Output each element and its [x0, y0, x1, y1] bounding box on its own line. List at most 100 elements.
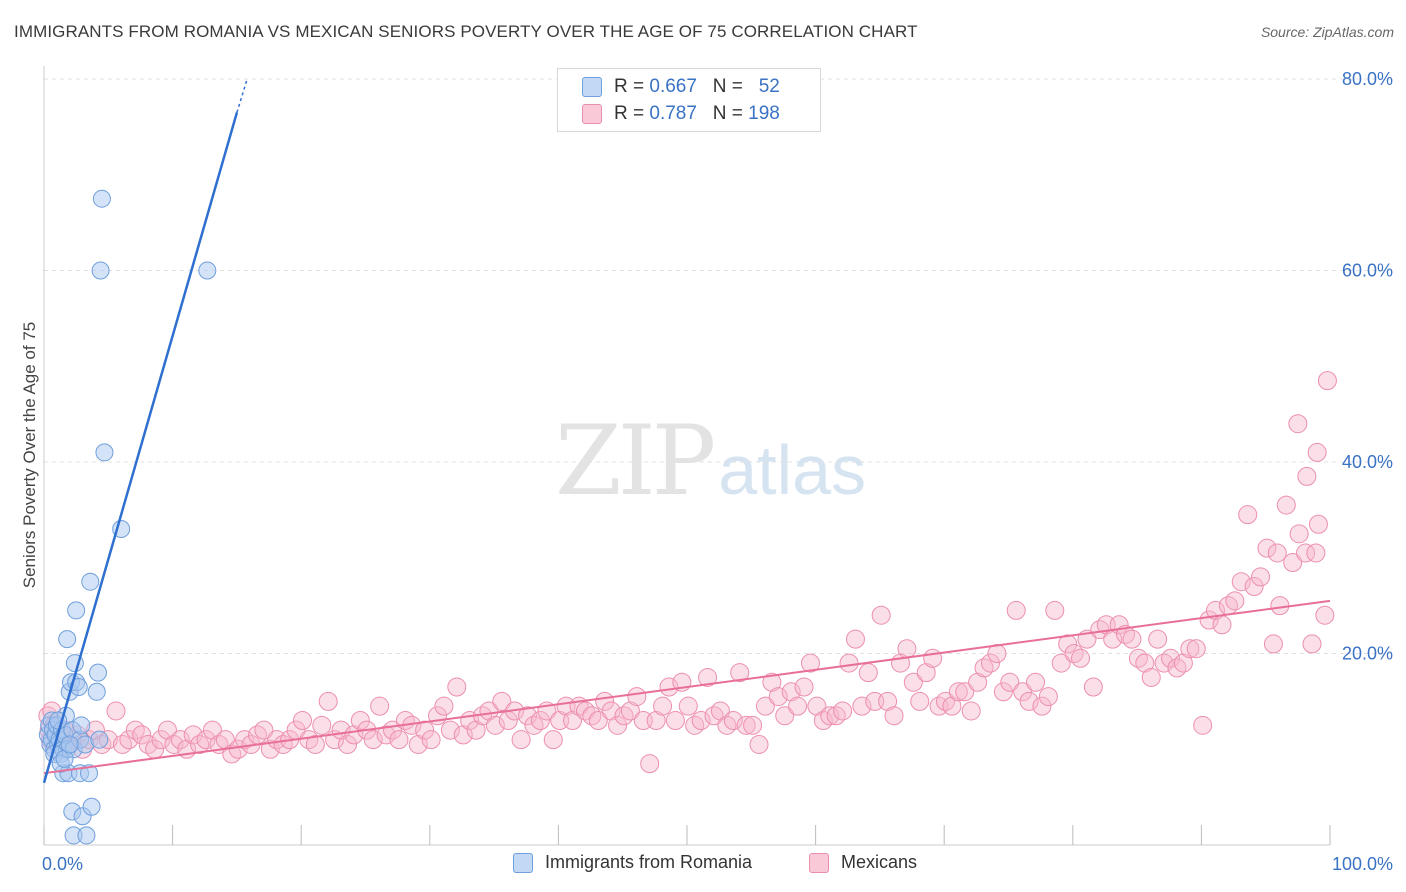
mexicans-point	[1244, 576, 1264, 596]
correlation-legend: R = 0.667 N = 52 R = 0.787 N = 198	[557, 68, 821, 132]
legend-n-label: N =	[712, 103, 743, 124]
mexicans-point	[743, 715, 763, 735]
trend-lines	[42, 78, 1331, 784]
romania-point	[77, 826, 96, 845]
mexicans-point	[292, 711, 312, 731]
mexicans-point	[601, 701, 621, 721]
romania-point	[60, 735, 79, 754]
mexicans-point	[608, 715, 628, 735]
mexicans-point	[698, 667, 718, 687]
romania-point	[58, 630, 77, 649]
mexicans-point	[1148, 629, 1168, 649]
y-tick-label: 20.0%	[1342, 644, 1393, 664]
mexicans-point	[151, 730, 171, 750]
mexicans-point	[775, 706, 795, 726]
series-legend: Immigrants from Romania Mexicans	[0, 852, 1406, 878]
mexicans-point	[839, 653, 859, 673]
mexicans-point	[305, 734, 325, 754]
mexicans-point	[530, 711, 550, 731]
romania-point	[81, 572, 100, 591]
mexicans-point	[755, 696, 775, 716]
mexicans-point	[820, 706, 840, 726]
grid-lines	[44, 78, 1392, 654]
mexicans-point	[1058, 634, 1078, 654]
mexicans-point	[260, 739, 280, 759]
mexicans-point	[1083, 677, 1103, 697]
mexicans-point	[948, 682, 968, 702]
legend-swatch-mexicans	[582, 104, 602, 124]
mexicans-point	[1315, 605, 1335, 625]
mexicans-point	[620, 701, 640, 721]
mexicans-point	[942, 696, 962, 716]
romania-point	[92, 189, 111, 208]
romania-point	[95, 443, 114, 462]
mexicans-point	[903, 672, 923, 692]
mexicans-point	[350, 711, 370, 731]
mexicans-point	[749, 734, 769, 754]
source-credit: Source: ZipAtlas.com	[1260, 24, 1394, 40]
mexicans-point	[640, 754, 660, 774]
y-tick-label: 40.0%	[1342, 452, 1393, 472]
mexicans-point	[1307, 442, 1327, 462]
mexicans-point	[518, 706, 538, 726]
mexicans-point	[479, 701, 499, 721]
mexicans-point	[1173, 653, 1193, 673]
mexicans-point	[485, 715, 505, 735]
mexicans-points	[38, 371, 1337, 774]
mexicans-point	[363, 730, 383, 750]
mexicans-point	[196, 730, 216, 750]
mexicans-point	[447, 677, 467, 697]
mexicans-point	[955, 682, 975, 702]
legend-item-mexicans[interactable]: Mexicans	[809, 852, 917, 873]
mexicans-point	[1297, 466, 1317, 486]
legend-swatch-mexicans	[809, 852, 829, 873]
romania-point	[69, 678, 88, 697]
romania-point	[91, 261, 110, 280]
mexicans-point	[980, 653, 1000, 673]
romania-point	[89, 663, 108, 682]
watermark-atlas: atlas	[718, 431, 867, 509]
legend-item-romania[interactable]: Immigrants from Romania	[513, 852, 752, 873]
mexicans-point	[1051, 653, 1071, 673]
mexicans-point	[710, 701, 730, 721]
mexicans-point	[389, 730, 409, 750]
mexicans-point	[736, 715, 756, 735]
mexicans-point	[132, 725, 152, 745]
mexicans-point	[1122, 629, 1142, 649]
mexicans-point	[858, 663, 878, 683]
mexicans-point	[440, 720, 460, 740]
mexicans-point	[1026, 672, 1046, 692]
mexicans-point	[884, 706, 904, 726]
mexicans-point	[370, 696, 390, 716]
mexicans-point	[408, 734, 428, 754]
x-tick-label: 100.0%	[1332, 854, 1393, 874]
mexicans-point	[1006, 600, 1026, 620]
mexicans-point	[961, 701, 981, 721]
mexicans-point	[1276, 495, 1296, 515]
mexicans-point	[1071, 648, 1091, 668]
mexicans-point	[466, 720, 486, 740]
romania-point	[198, 261, 217, 280]
mexicans-point	[434, 696, 454, 716]
mexicans-point	[1161, 648, 1181, 668]
y-axis-label: Seniors Poverty Over the Age of 75	[20, 322, 39, 588]
mexicans-point	[1032, 696, 1052, 716]
mexicans-point	[1283, 553, 1303, 573]
legend-swatch-romania	[582, 77, 602, 97]
mexicans-point	[170, 730, 190, 750]
mexicans-point	[202, 720, 222, 740]
mexicans-point	[794, 677, 814, 697]
mexicans-point	[1038, 687, 1058, 707]
romania-point	[67, 601, 86, 620]
mexicans-point	[563, 711, 583, 731]
mexicans-point	[1212, 615, 1232, 635]
legend-n-value: 52	[758, 76, 780, 97]
mexicans-point	[968, 672, 988, 692]
y-tick-label: 80.0%	[1342, 69, 1393, 89]
mexicans-point	[106, 701, 126, 721]
romania-trend-extension	[236, 78, 248, 113]
mexicans-point	[312, 715, 332, 735]
mexicans-point	[157, 720, 177, 740]
mexicans-point	[653, 696, 673, 716]
